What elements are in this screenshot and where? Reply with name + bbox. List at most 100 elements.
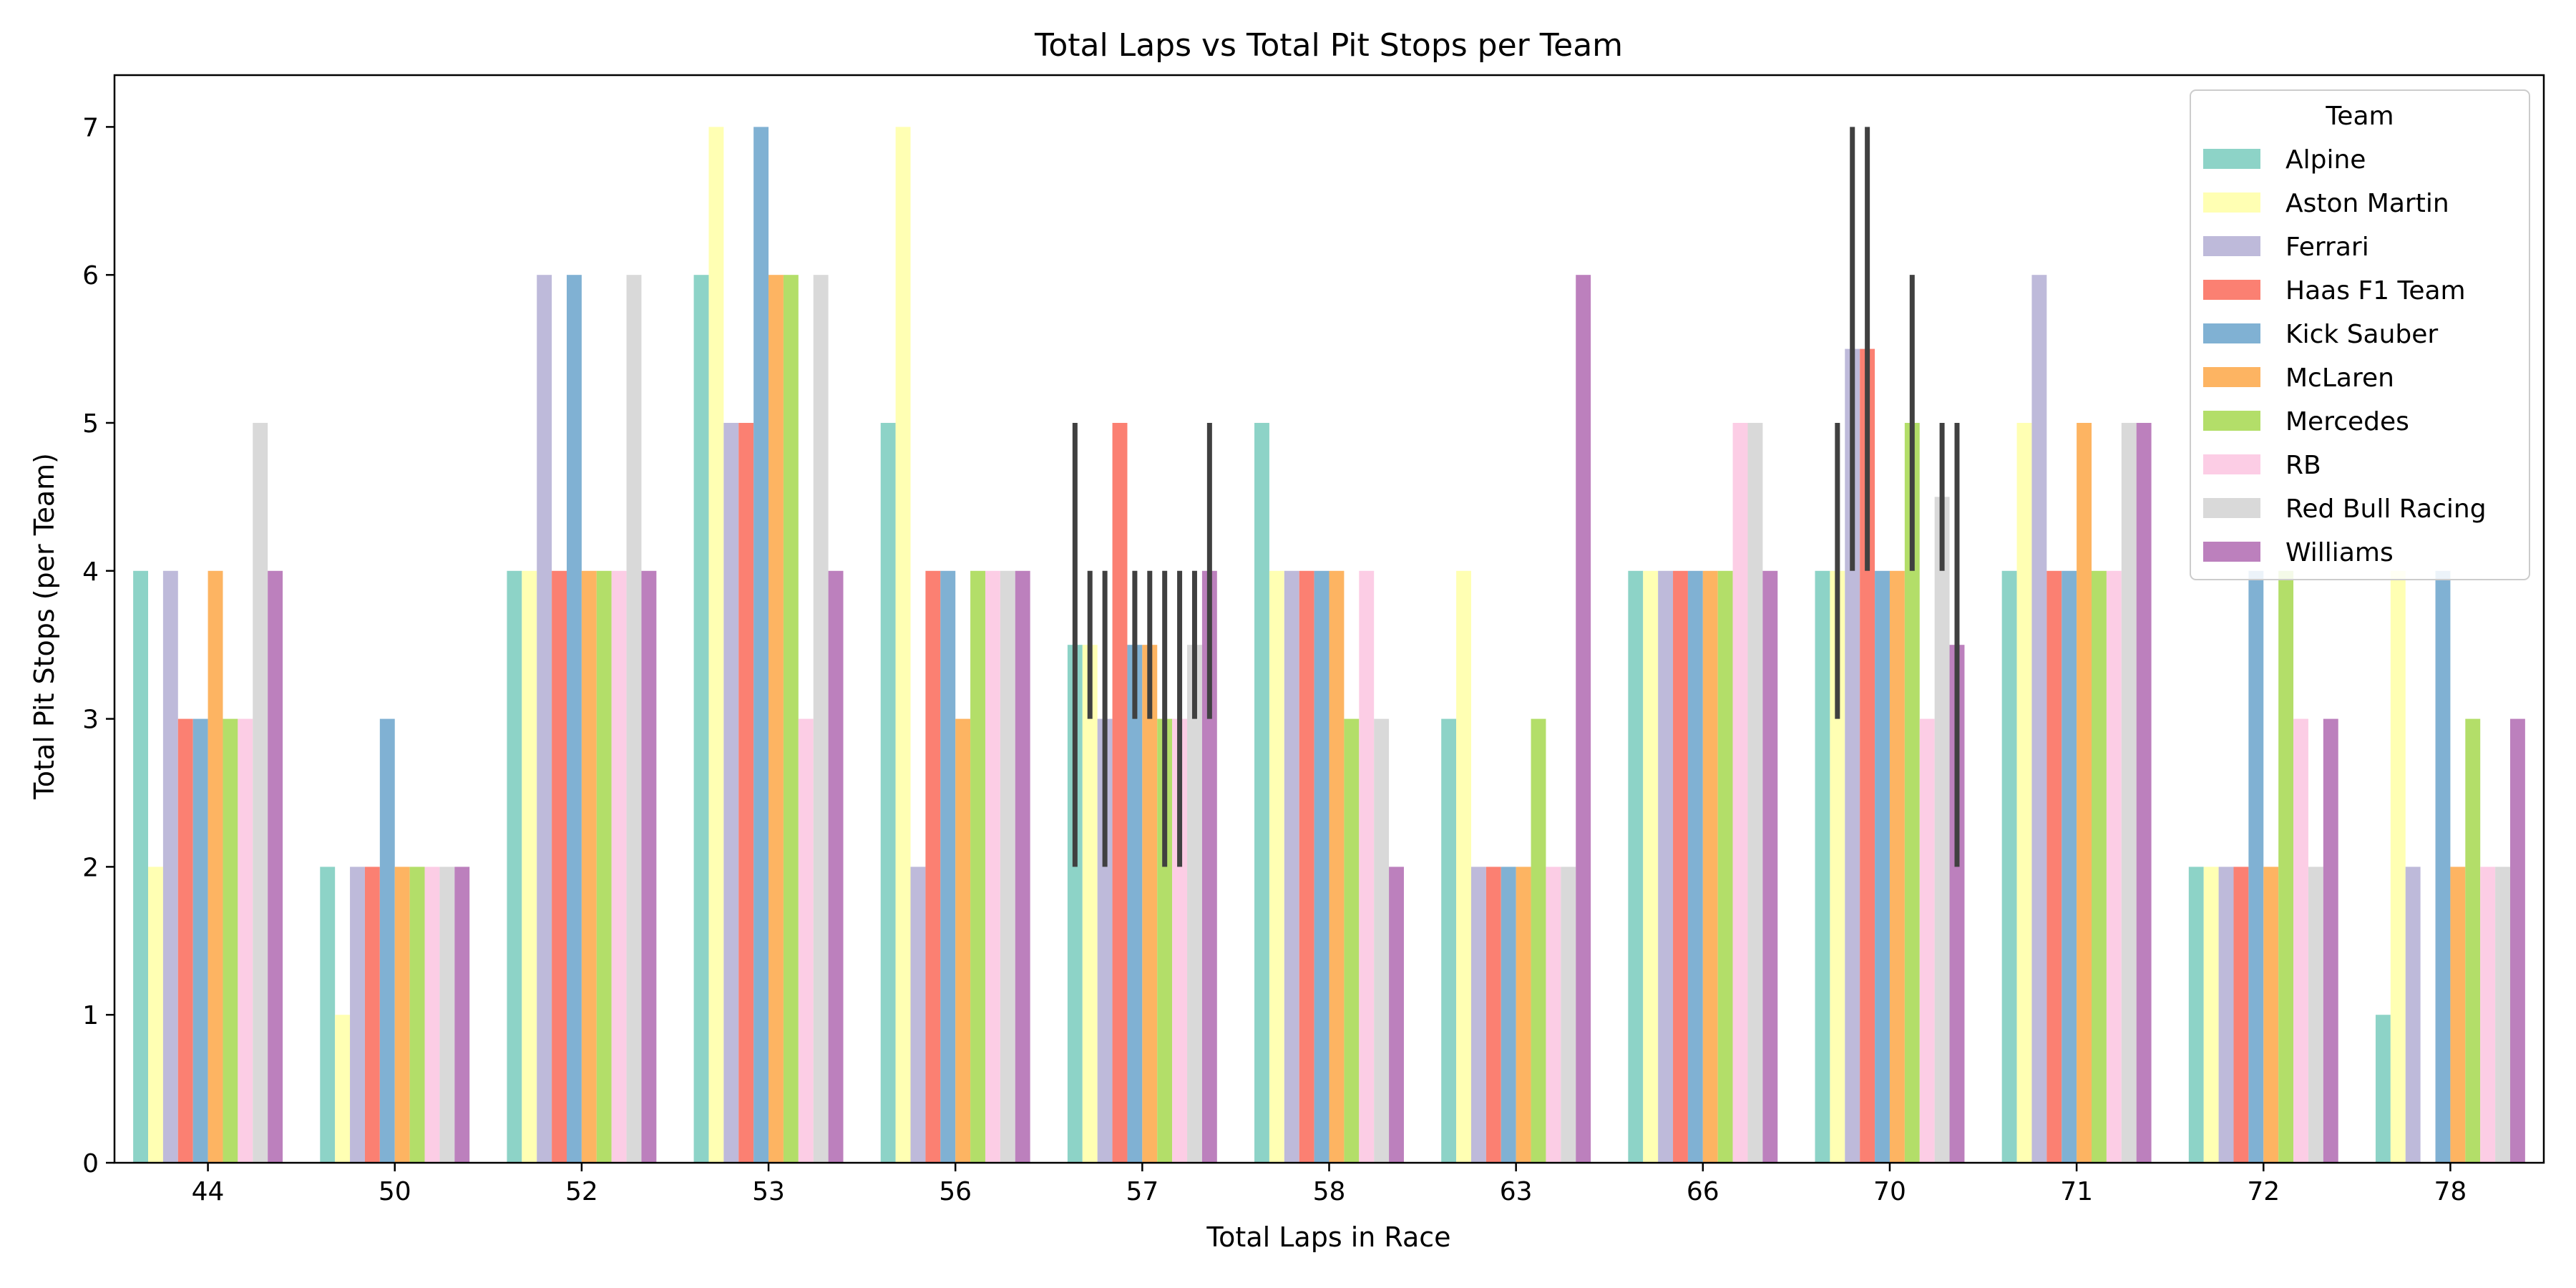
bar <box>379 718 395 1163</box>
bar <box>1470 867 1486 1163</box>
bar <box>1546 867 1561 1163</box>
x-tick-label: 57 <box>1126 1177 1158 1206</box>
bar <box>238 718 253 1163</box>
error-bars-layer <box>1072 127 1960 867</box>
bar <box>1949 645 1965 1163</box>
bar <box>2248 570 2264 1163</box>
bar <box>581 570 597 1163</box>
bar <box>2375 1015 2391 1163</box>
bar <box>268 570 283 1163</box>
bar <box>813 275 829 1163</box>
bar <box>2136 422 2152 1163</box>
bar <box>1628 570 1644 1163</box>
bar <box>940 570 956 1163</box>
y-tick-label: 2 <box>82 853 99 882</box>
y-tick-label: 1 <box>82 1001 99 1030</box>
bar <box>2188 867 2204 1163</box>
x-tick-label: 56 <box>939 1177 972 1206</box>
bar <box>253 422 268 1163</box>
bar <box>1201 570 1217 1163</box>
bar <box>626 275 642 1163</box>
bar <box>350 867 365 1163</box>
legend-swatch <box>2203 542 2260 562</box>
bar <box>2480 867 2496 1163</box>
bar <box>1830 570 1845 1163</box>
bar <box>1934 497 1950 1163</box>
bar <box>223 718 238 1163</box>
legend-label: Alpine <box>2285 145 2366 175</box>
bar <box>2031 275 2047 1163</box>
bar <box>1254 422 1269 1163</box>
x-tick-label: 58 <box>1313 1177 1346 1206</box>
bar <box>798 718 814 1163</box>
bar <box>1389 867 1404 1163</box>
bar <box>1269 570 1284 1163</box>
x-tick-label: 66 <box>1687 1177 1719 1206</box>
bar <box>1860 348 1875 1163</box>
legend-title: Team <box>2325 102 2394 131</box>
bar <box>2495 867 2510 1163</box>
bar <box>753 127 769 1163</box>
bar <box>1172 718 1188 1163</box>
x-tick-label: 78 <box>2434 1177 2467 1206</box>
y-axis-label: Total Pit Stops (per Team) <box>29 453 60 800</box>
bar <box>1127 645 1143 1163</box>
bar <box>2323 718 2338 1163</box>
bar <box>828 570 844 1163</box>
bar <box>1561 867 1576 1163</box>
bar <box>1643 570 1659 1163</box>
bar <box>2233 867 2249 1163</box>
bar <box>192 718 208 1163</box>
legend-label: Mercedes <box>2285 407 2409 436</box>
bar <box>2450 867 2466 1163</box>
legend-label: Kick Sauber <box>2285 320 2438 349</box>
bar <box>1329 570 1345 1163</box>
bar <box>1314 570 1330 1163</box>
bar <box>1344 718 1360 1163</box>
bar <box>1187 645 1202 1163</box>
bar <box>1815 570 1830 1163</box>
x-axis-label: Total Laps in Race <box>1206 1221 1450 1253</box>
legend-swatch <box>2203 411 2260 431</box>
bar <box>596 570 612 1163</box>
legend-label: Aston Martin <box>2285 189 2449 218</box>
legend-swatch <box>2203 454 2260 474</box>
bar <box>1015 570 1030 1163</box>
legend-label: Haas F1 Team <box>2285 276 2466 306</box>
bar <box>2121 422 2137 1163</box>
bar <box>507 570 522 1163</box>
bar <box>925 570 941 1163</box>
legend-label: RB <box>2285 451 2321 480</box>
bar <box>1374 718 1390 1163</box>
bar <box>2106 570 2122 1163</box>
bar <box>2308 867 2323 1163</box>
bar <box>1359 570 1375 1163</box>
bar <box>208 570 223 1163</box>
bar <box>566 275 582 1163</box>
bar <box>394 867 410 1163</box>
bar <box>1112 422 1128 1163</box>
legend-swatch <box>2203 498 2260 518</box>
bar <box>2509 718 2525 1163</box>
bar <box>1576 275 1591 1163</box>
bar <box>2062 570 2077 1163</box>
bar <box>738 422 754 1163</box>
y-tick-label: 0 <box>82 1149 99 1179</box>
legend-box <box>2190 89 2530 580</box>
bar <box>2465 718 2481 1163</box>
bar <box>1875 570 1890 1163</box>
bar <box>1082 645 1098 1163</box>
legend-swatch <box>2203 192 2260 213</box>
bar <box>148 867 163 1163</box>
legend-label: McLaren <box>2285 364 2394 393</box>
bar <box>985 570 1000 1163</box>
bar <box>364 867 380 1163</box>
bar <box>723 422 739 1163</box>
bar <box>1531 718 1546 1163</box>
x-tick-label: 50 <box>379 1177 411 1206</box>
bar <box>1702 570 1718 1163</box>
bar <box>1284 570 1299 1163</box>
bar <box>2435 570 2451 1163</box>
bar <box>910 867 926 1163</box>
